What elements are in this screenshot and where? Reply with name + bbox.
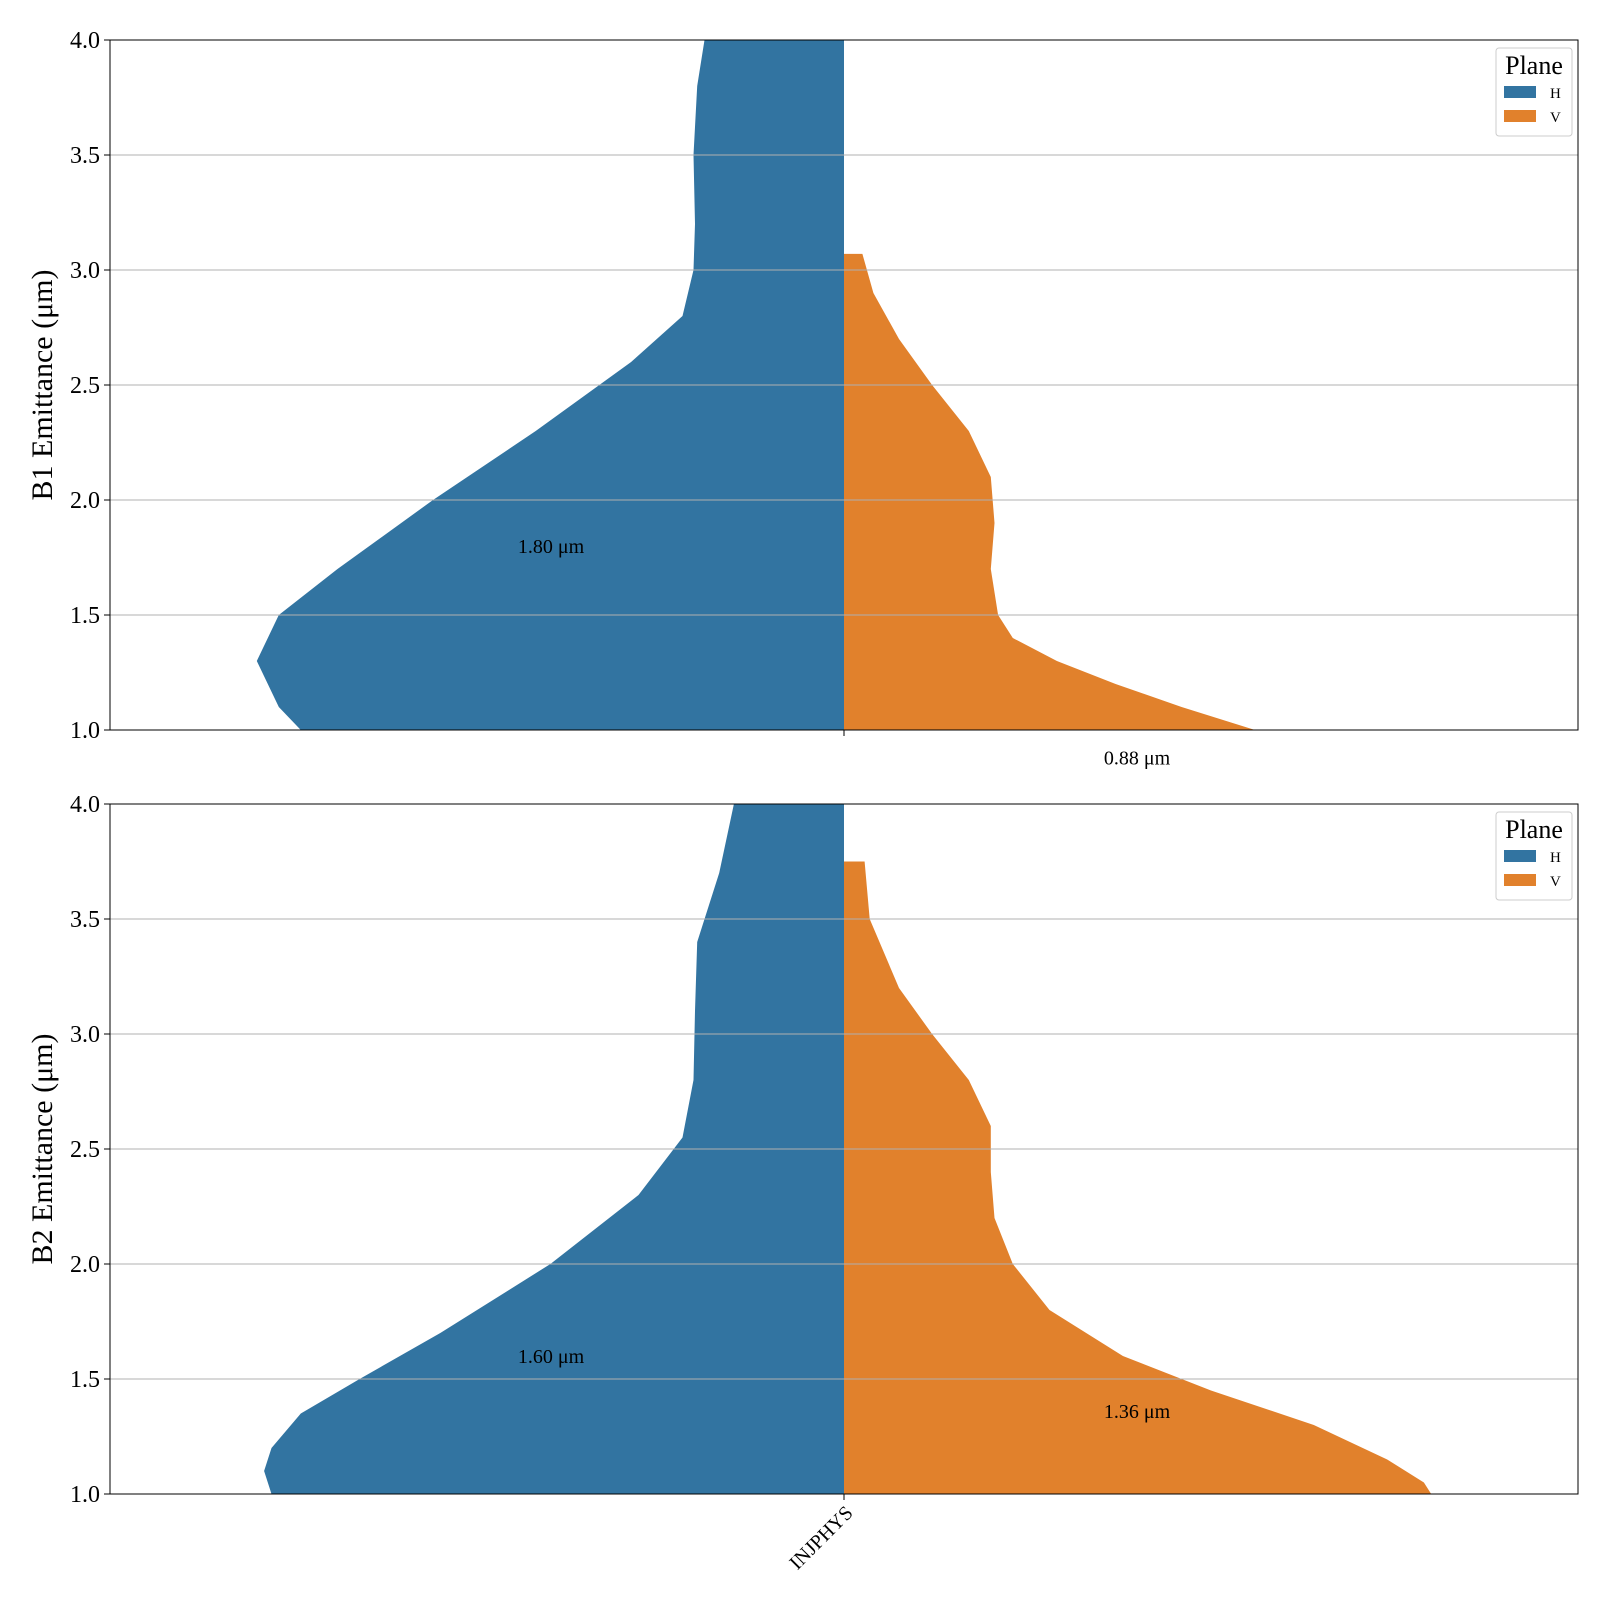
legend-swatch-v: [1504, 110, 1536, 122]
violin-half-v: [844, 253, 1255, 730]
legend: Plane HV: [1495, 47, 1573, 137]
legend-swatch-h: [1504, 86, 1536, 98]
legend-entry-v: V: [1550, 110, 1561, 126]
legend-swatch-h: [1504, 850, 1536, 862]
x-category-label: INJPHYS: [785, 1502, 857, 1574]
violin-half-h: [256, 40, 844, 730]
legend-title: Plane: [1505, 51, 1563, 80]
y-tick-label: 2.5: [70, 373, 100, 399]
y-tick-label: 3.0: [70, 1022, 100, 1048]
legend: Plane HV: [1495, 811, 1573, 901]
y-axis-label: B1 Emittance (μm): [26, 269, 59, 500]
legend-entry-h: H: [1550, 86, 1561, 102]
median-label-v: 1.36 μm: [1104, 1401, 1171, 1423]
median-label-h: 1.80 μm: [518, 536, 585, 558]
chart-panel-2: 1.0 1.5 2.0 2.5 3.0 3.5 4.0 B2 Emittance (μm) 1.…: [26, 792, 1579, 1574]
y-tick-label: 1.5: [70, 603, 100, 629]
legend-entry-v: V: [1550, 874, 1561, 890]
y-tick-label: 1.5: [70, 1367, 100, 1393]
y-tick-label: 3.5: [70, 143, 100, 169]
y-tick-label: 1.0: [70, 1482, 100, 1508]
y-axis-label: B2 Emittance (μm): [26, 1033, 59, 1264]
legend-entry-h: H: [1550, 850, 1561, 866]
chart-panel-1: 1.0 1.5 2.0 2.5 3.0 3.5 4.0 B1 Emittance (μm) 1.…: [26, 28, 1579, 770]
legend-title: Plane: [1505, 815, 1563, 844]
violin-half-h: [264, 804, 845, 1494]
y-tick-label: 2.5: [70, 1137, 100, 1163]
y-tick-label: 2.0: [70, 488, 100, 514]
y-tick-label: 2.0: [70, 1252, 100, 1278]
y-tick-label: 3.0: [70, 258, 100, 284]
violin-half-v: [844, 861, 1432, 1494]
y-tick-label: 4.0: [70, 792, 100, 818]
median-label-h: 1.60 μm: [518, 1346, 585, 1368]
legend-swatch-v: [1504, 874, 1536, 886]
y-tick-label: 3.5: [70, 907, 100, 933]
y-tick-label: 4.0: [70, 28, 100, 54]
median-label-v: 0.88 μm: [1104, 748, 1171, 770]
y-tick-label: 1.0: [70, 718, 100, 744]
